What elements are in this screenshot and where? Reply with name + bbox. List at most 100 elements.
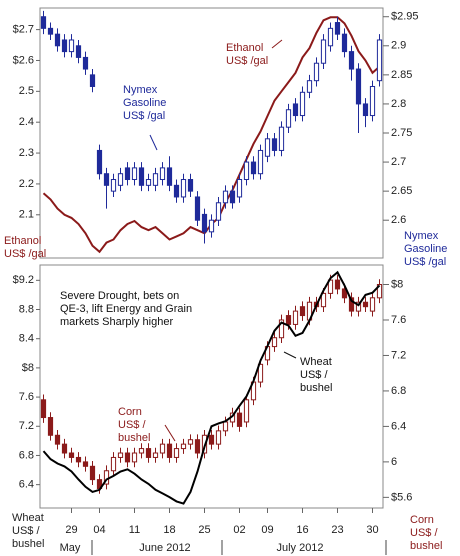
annotation-line: Ethanol [226, 42, 263, 54]
candle-body [152, 452, 159, 458]
candle-body [208, 434, 215, 445]
annotation-pointer [283, 351, 297, 359]
candle-body [250, 161, 257, 175]
annotation-pointer [149, 134, 158, 151]
candle-body [138, 167, 145, 186]
axis-unit-label-line: Corn [410, 514, 434, 526]
axis-unit-label-line: Nymex [404, 230, 439, 242]
candle-body [68, 452, 75, 458]
candle-body [355, 301, 362, 312]
y2-tick-label: $2.95 [391, 11, 419, 23]
candle-body [320, 39, 327, 64]
annotation-pointer [271, 39, 283, 49]
annotation-pointer [164, 424, 176, 442]
candle-body [348, 297, 355, 312]
axis-unit-label-line: Wheat [12, 512, 44, 524]
candle-body [257, 149, 264, 175]
y-tick-label: 8.8 [19, 303, 34, 315]
candle-body [264, 138, 271, 157]
candle-body [166, 443, 173, 458]
month-label: July 2012 [276, 542, 323, 554]
candle-body [299, 91, 306, 117]
candle-body [271, 138, 278, 151]
x-tick-label: 18 [163, 524, 175, 536]
axis-unit-label-line: Ethanol [4, 235, 41, 247]
annotation-line: bushel [118, 432, 150, 444]
candle-body [194, 439, 201, 454]
candle-body [180, 443, 187, 450]
annotation: Severe Drought, bets on QE-3, lift Energy… [60, 290, 192, 328]
candle-body [61, 39, 68, 53]
candle-body [187, 439, 194, 445]
y2-tick-label: 7.6 [391, 314, 406, 326]
x-tick-label: 11 [129, 524, 140, 536]
candle-body [334, 279, 341, 290]
y-tick-label: $2.7 [13, 24, 34, 36]
axis-unit-label: Corn US$ / bushel [410, 514, 442, 552]
x-tick-label: 23 [331, 524, 343, 536]
candle-body [376, 39, 383, 82]
y2-tick-label: 2.65 [391, 185, 412, 197]
axis-unit-label-line: US$ /gal [404, 256, 446, 268]
candle-body [68, 39, 75, 53]
candle-body [292, 103, 299, 117]
y2-tick-label: 6 [391, 456, 397, 468]
annotation: Wheat US$ / bushel [300, 356, 332, 394]
candle-body [187, 179, 194, 192]
axis-unit-label-line: US$ /gal [4, 248, 46, 260]
candle-body [236, 179, 243, 198]
candle-body [138, 448, 145, 454]
candle-body [278, 319, 285, 339]
candle-body [271, 337, 278, 348]
candle-body [131, 167, 138, 181]
annotation-line: US$ / [300, 369, 328, 381]
axis-unit-label-line: Gasoline [404, 243, 447, 255]
candle-body [82, 56, 89, 70]
axis-unit-label: Ethanol US$ /gal [4, 235, 46, 260]
x-tick-label: 04 [93, 524, 105, 536]
candle-body [194, 196, 201, 221]
y-tick-label: 2.1 [19, 209, 34, 221]
candle-body [124, 167, 131, 181]
axis-unit-label-line: bushel [410, 540, 442, 552]
candle-body [257, 363, 264, 383]
candle-body [362, 103, 369, 117]
candle-body [208, 219, 215, 233]
candle-body [75, 456, 82, 463]
plot-frame [39, 264, 384, 509]
axis-unit-label: Wheat US$ / bushel [12, 512, 44, 550]
candle-body [54, 33, 61, 47]
y-tick-label: $9.2 [13, 274, 34, 286]
candle-body [89, 465, 96, 481]
annotation: Ethanol US$ /gal [226, 42, 268, 67]
axis-unit-label-line: bushel [12, 538, 44, 550]
candle-body [201, 213, 208, 233]
annotation-line: bushel [300, 382, 332, 394]
annotation-line: Corn [118, 406, 142, 418]
annotation-line: US$ / [118, 419, 146, 431]
candle-body [222, 190, 229, 204]
x-tick-label: 30 [366, 524, 378, 536]
y2-tick-label: 2.6 [391, 214, 406, 226]
candle-body [362, 301, 369, 308]
candle-body [320, 292, 327, 308]
candle-body [229, 190, 236, 204]
candle-body [40, 399, 47, 419]
candle-body [215, 202, 222, 221]
y-tick-label: $2.6 [13, 54, 34, 66]
annotation: Corn US$ / bushel [118, 406, 150, 444]
annotation-line: Gasoline [123, 97, 166, 109]
y2-tick-label: 2.85 [391, 69, 412, 81]
x-tick-label: 09 [261, 524, 273, 536]
candle-body [243, 399, 250, 423]
y2-tick-label: 2.7 [391, 156, 406, 168]
candle-body [180, 179, 187, 198]
candle-body [341, 33, 348, 53]
axis-unit-label-line: US$ / [410, 527, 438, 539]
candle-body [103, 173, 110, 186]
candle-body [131, 452, 138, 463]
y-tick-label: 2.4 [19, 116, 34, 128]
annotation-line: Severe Drought, bets on [60, 290, 179, 302]
candle-body [341, 288, 348, 299]
candle-body [313, 62, 320, 82]
